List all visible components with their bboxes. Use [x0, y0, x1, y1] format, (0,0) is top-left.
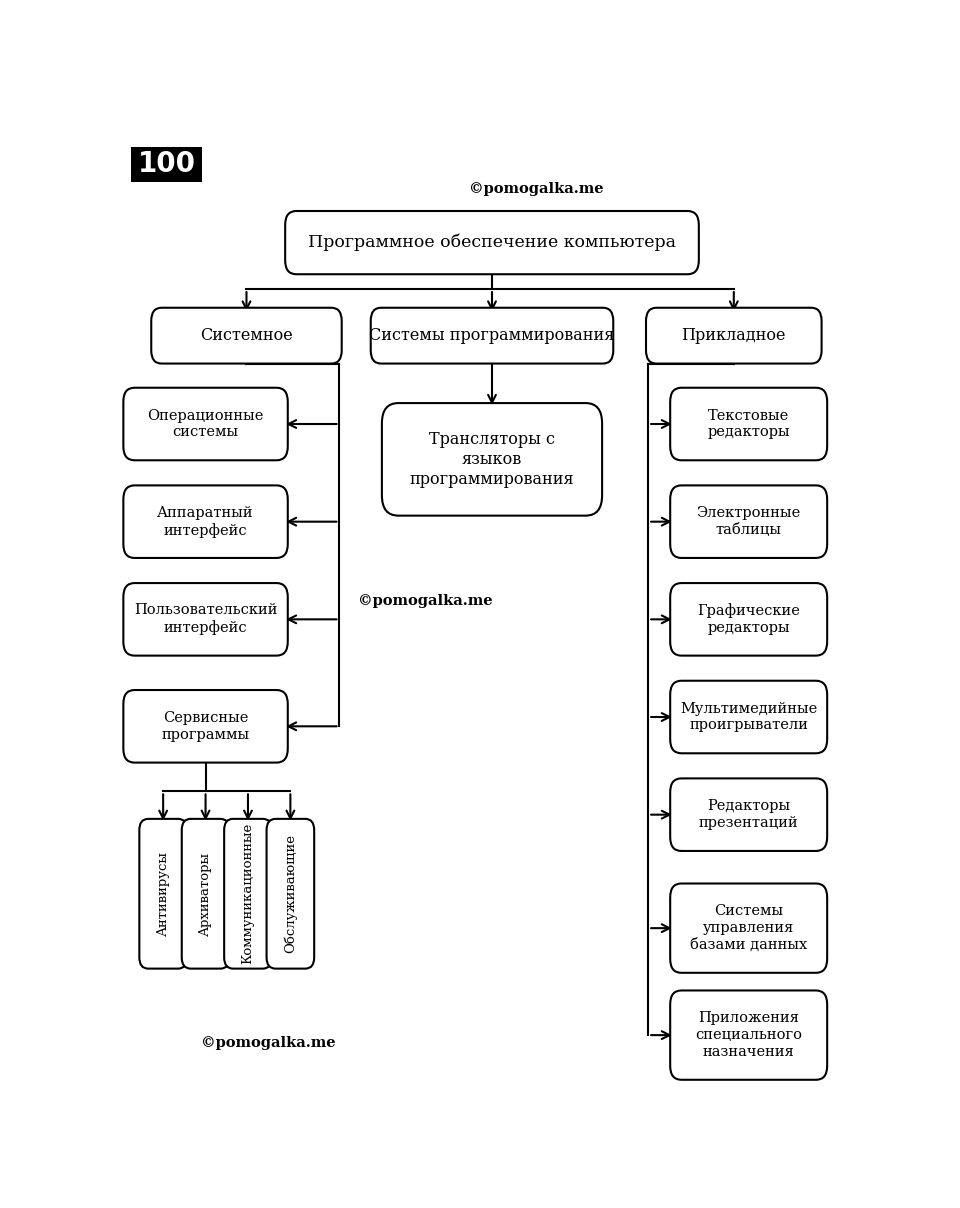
- FancyBboxPatch shape: [123, 583, 288, 656]
- FancyBboxPatch shape: [123, 486, 288, 558]
- Text: 100: 100: [137, 151, 196, 179]
- Text: Системное: Системное: [200, 327, 293, 344]
- Text: Трансляторы с
языков
программирования: Трансляторы с языков программирования: [410, 430, 574, 488]
- FancyBboxPatch shape: [267, 819, 314, 969]
- FancyBboxPatch shape: [670, 883, 828, 972]
- FancyBboxPatch shape: [123, 388, 288, 460]
- FancyBboxPatch shape: [670, 583, 828, 656]
- FancyBboxPatch shape: [371, 308, 613, 364]
- FancyBboxPatch shape: [670, 388, 828, 460]
- Text: ©pomogalka.me: ©pomogalka.me: [469, 181, 604, 196]
- FancyBboxPatch shape: [285, 211, 699, 274]
- Text: Программное обеспечение компьютера: Программное обеспечение компьютера: [308, 234, 676, 251]
- Text: Аппаратный
интерфейс: Аппаратный интерфейс: [157, 506, 253, 538]
- FancyBboxPatch shape: [224, 819, 272, 969]
- Text: Системы
управления
базами данных: Системы управления базами данных: [690, 905, 807, 952]
- FancyBboxPatch shape: [181, 819, 229, 969]
- Text: Приложения
специального
назначения: Приложения специального назначения: [695, 1011, 803, 1059]
- Bar: [132, 147, 202, 182]
- Text: Редакторы
презентаций: Редакторы презентаций: [699, 800, 799, 830]
- Text: Архиваторы: Архиваторы: [199, 852, 212, 936]
- FancyBboxPatch shape: [139, 819, 187, 969]
- Text: Прикладное: Прикладное: [682, 327, 786, 344]
- FancyBboxPatch shape: [382, 403, 602, 516]
- FancyBboxPatch shape: [670, 991, 828, 1080]
- FancyBboxPatch shape: [646, 308, 822, 364]
- Text: Антивирусы: Антивирусы: [156, 852, 170, 936]
- FancyBboxPatch shape: [152, 308, 342, 364]
- FancyBboxPatch shape: [123, 690, 288, 762]
- Text: Мультимедийные
проигрыватели: Мультимедийные проигрыватели: [680, 702, 817, 732]
- Text: Коммуникационные: Коммуникационные: [242, 823, 254, 964]
- Text: Электронные
таблицы: Электронные таблицы: [697, 506, 801, 538]
- FancyBboxPatch shape: [670, 778, 828, 850]
- FancyBboxPatch shape: [670, 681, 828, 754]
- Text: Операционные
системы: Операционные системы: [148, 408, 264, 440]
- FancyBboxPatch shape: [670, 486, 828, 558]
- Text: Графические
редакторы: Графические редакторы: [697, 604, 800, 635]
- Text: ©pomogalka.me: ©pomogalka.me: [202, 1035, 336, 1050]
- Text: Системы программирования: Системы программирования: [370, 327, 614, 344]
- Text: Сервисные
программы: Сервисные программы: [161, 712, 250, 742]
- Text: Пользовательский
интерфейс: Пользовательский интерфейс: [133, 604, 277, 635]
- Text: Обслуживающие: Обслуживающие: [283, 835, 298, 953]
- Text: Текстовые
редакторы: Текстовые редакторы: [708, 408, 790, 440]
- Text: ©pomogalka.me: ©pomogalka.me: [358, 594, 492, 608]
